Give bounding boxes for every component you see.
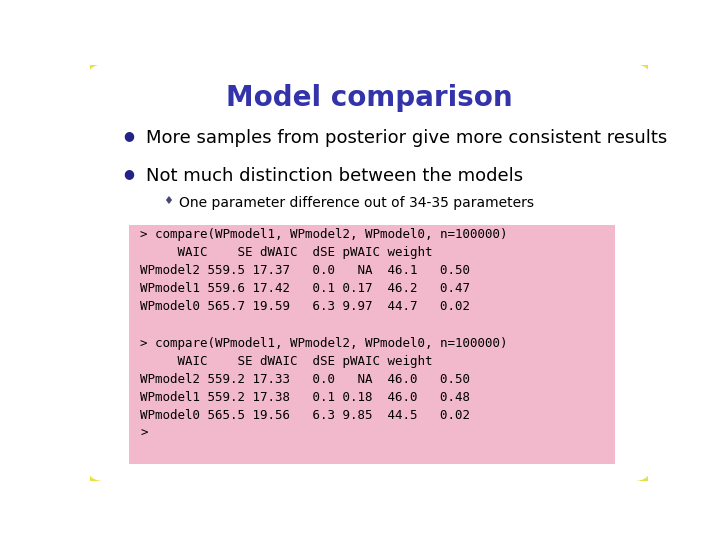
- Text: > compare(WPmodel1, WPmodel2, WPmodel0, n=100000)
     WAIC    SE dWAIC  dSE pWA: > compare(WPmodel1, WPmodel2, WPmodel0, …: [140, 228, 508, 313]
- FancyBboxPatch shape: [84, 60, 654, 485]
- Text: Not much distinction between the models: Not much distinction between the models: [145, 167, 523, 185]
- Text: One parameter difference out of 34-35 parameters: One parameter difference out of 34-35 pa…: [179, 196, 534, 210]
- FancyBboxPatch shape: [129, 225, 615, 464]
- Text: ●: ●: [124, 167, 135, 180]
- Text: ♦: ♦: [163, 196, 173, 206]
- Text: > compare(WPmodel1, WPmodel2, WPmodel0, n=100000)
     WAIC    SE dWAIC  dSE pWA: > compare(WPmodel1, WPmodel2, WPmodel0, …: [140, 337, 508, 440]
- Text: Model comparison: Model comparison: [225, 84, 513, 112]
- Text: ●: ●: [124, 129, 135, 142]
- Text: More samples from posterior give more consistent results: More samples from posterior give more co…: [145, 129, 667, 147]
